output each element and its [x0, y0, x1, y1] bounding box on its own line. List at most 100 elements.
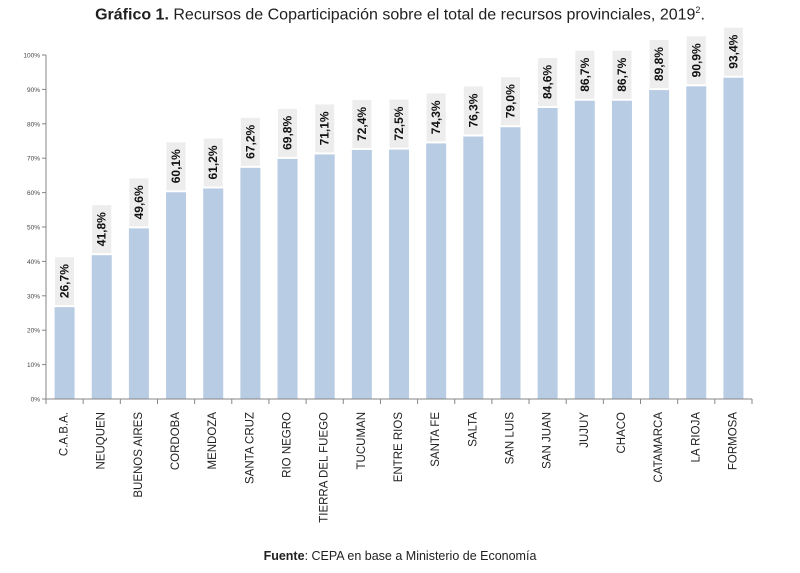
bar: [277, 158, 298, 399]
bar: [128, 228, 149, 399]
bar: [240, 167, 261, 399]
bar: [426, 143, 447, 399]
category-label: SAN JUAN: [542, 412, 554, 469]
data-label-box: [129, 178, 149, 227]
data-label-text: 72,4%: [355, 107, 369, 141]
category-label: NEUQUEN: [96, 412, 108, 470]
category-label: SALTA: [467, 412, 479, 447]
data-label: 90,9%: [686, 36, 706, 85]
data-label-text: 69,8%: [281, 116, 295, 150]
data-label-text: 26,7%: [58, 264, 72, 298]
category-label: JUJUY: [579, 412, 591, 448]
bar: [723, 77, 744, 399]
category-label: RIO NEGRO: [282, 412, 294, 478]
y-tick-label: 60%: [27, 190, 40, 197]
y-tick-label: 30%: [27, 293, 40, 300]
category-label: FORMOSA: [727, 412, 739, 470]
y-tick-label: 100%: [23, 53, 40, 60]
category-label: SANTA FE: [430, 412, 442, 467]
title-footnote: 2: [695, 5, 701, 15]
category-label: C.A.B.A.: [59, 412, 71, 456]
data-label-box: [723, 27, 743, 76]
data-label-box: [92, 205, 112, 254]
category-label: TIERRA DEL FUEGO: [319, 412, 331, 523]
data-label-box: [315, 104, 335, 153]
data-label: 76,3%: [463, 86, 483, 135]
data-label: 41,8%: [92, 205, 112, 254]
y-tick-label: 0%: [31, 397, 41, 404]
category-label: SANTA CRUZ: [244, 412, 256, 484]
data-label-text: 90,9%: [689, 43, 703, 77]
bar: [314, 154, 335, 399]
y-tick-label: 10%: [27, 362, 40, 369]
data-label-text: 76,3%: [466, 93, 480, 127]
category-label: LA RIOJA: [690, 412, 702, 463]
data-label-text: 67,2%: [243, 124, 257, 158]
data-label-text: 72,5%: [392, 106, 406, 140]
data-label: 93,4%: [723, 27, 743, 76]
data-label: 61,2%: [203, 138, 223, 187]
x-axis: C.A.B.A. NEUQUEN BUENOS AIRES CORDOBA MENDOZ…: [45, 398, 753, 523]
data-label: 74,3%: [426, 93, 446, 142]
bar: [389, 149, 409, 399]
bar-chart: 0% 10% 20% 30% 40% 50% 60% 70% 80% 90% 100% 26,7% 4…: [23, 27, 753, 523]
bar: [611, 100, 632, 399]
chart-title: Gráfico 1. Recursos de Coparticipación s…: [0, 5, 800, 24]
title-suffix: .: [700, 6, 705, 24]
data-label-box: [538, 57, 558, 106]
category-label: BUENOS AIRES: [133, 412, 145, 498]
source-note: Fuente: CEPA en base a Ministerio de Eco…: [0, 549, 800, 563]
y-tick-label: 70%: [27, 156, 40, 163]
y-tick-label: 40%: [27, 259, 40, 266]
data-label: 79,0%: [500, 77, 520, 126]
y-tick-label: 90%: [27, 87, 40, 94]
data-label-box: [389, 99, 409, 148]
data-label-text: 93,4%: [726, 34, 740, 68]
data-label: 86,7%: [575, 50, 595, 99]
data-label-box: [612, 50, 632, 99]
bar: [91, 255, 112, 399]
source-text: : CEPA en base a Ministerio de Economía: [304, 549, 537, 563]
data-label-box: [240, 117, 260, 166]
data-label-text: 74,3%: [429, 100, 443, 134]
bar: [463, 136, 484, 399]
y-tick-label: 50%: [27, 225, 40, 232]
category-label: CHACO: [616, 412, 628, 454]
data-label-text: 41,8%: [95, 212, 109, 246]
data-label: 26,7%: [55, 257, 75, 306]
data-label-text: 84,6%: [541, 65, 555, 99]
data-label-text: 86,7%: [578, 57, 592, 91]
data-labels: 26,7% 41,8% 49,6% 60,1% 61,2% 67,2% 69,8% 71,1%…: [55, 27, 743, 306]
category-label: MENDOZA: [207, 412, 219, 470]
bars: [54, 77, 744, 400]
bar: [649, 90, 670, 399]
data-label: 72,4%: [352, 99, 372, 148]
category-label: CORDOBA: [170, 412, 182, 470]
data-label-box: [686, 36, 706, 85]
data-label-text: 71,1%: [318, 111, 332, 145]
data-label-box: [352, 99, 372, 148]
data-label-box: [575, 50, 595, 99]
title-prefix: Gráfico 1.: [95, 6, 169, 24]
data-label: 60,1%: [166, 142, 186, 191]
category-label: CATAMARCA: [653, 412, 665, 483]
data-label: 72,5%: [389, 99, 409, 148]
data-label: 69,8%: [278, 108, 298, 157]
data-label-box: [166, 142, 186, 191]
data-label-text: 79,0%: [503, 84, 517, 118]
data-label-box: [203, 138, 223, 187]
bar: [500, 127, 521, 400]
bar: [686, 86, 707, 399]
data-label: 89,8%: [649, 40, 669, 89]
data-label: 71,1%: [315, 104, 335, 153]
data-label: 86,7%: [612, 50, 632, 99]
data-label: 49,6%: [129, 178, 149, 227]
category-label: TUCUMAN: [356, 412, 368, 470]
data-label-box: [426, 93, 446, 142]
bar: [537, 107, 558, 399]
category-label: SAN LUIS: [504, 412, 516, 465]
y-tick-label: 80%: [27, 121, 40, 128]
data-label: 84,6%: [538, 57, 558, 106]
bar: [203, 188, 224, 399]
data-label-text: 61,2%: [206, 145, 220, 179]
